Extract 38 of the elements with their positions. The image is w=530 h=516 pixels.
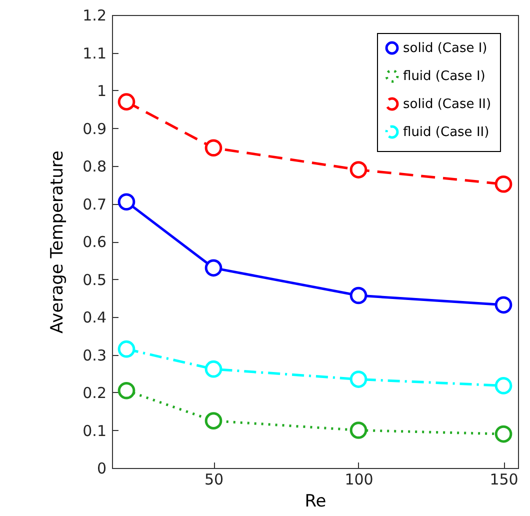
point <box>350 422 368 439</box>
point <box>494 425 512 443</box>
point <box>204 139 222 157</box>
point <box>118 340 136 358</box>
legend-label: fluid (Case I) <box>403 69 486 84</box>
y-axis-title: Average Temperature <box>48 150 68 334</box>
y-tick-label: 0.4 <box>82 308 106 326</box>
y-tick-label: 1.2 <box>82 6 106 24</box>
y-tick-label: 0.8 <box>82 158 106 176</box>
y-tick-label: 1.1 <box>82 44 106 62</box>
point <box>204 360 222 378</box>
y-tick-label: 0 <box>96 460 106 478</box>
legend-label: solid (Case I) <box>403 41 488 56</box>
x-tick-label: 50 <box>204 470 224 488</box>
point <box>204 412 222 430</box>
x-tick-label: 100 <box>344 470 374 488</box>
y-tick-label: 0.5 <box>82 270 106 289</box>
x-tick-label: 150 <box>490 470 518 488</box>
y-tick-label: 0.3 <box>82 346 106 364</box>
point <box>350 286 368 304</box>
x-axis-title: Re <box>304 492 326 512</box>
legend-label: fluid (Case II) <box>403 125 490 140</box>
point <box>494 175 512 193</box>
point <box>350 161 368 178</box>
legend-label: solid (Case II) <box>403 97 492 112</box>
y-tick-label: 0.2 <box>82 384 106 402</box>
y-tick-label: 0.9 <box>82 120 106 138</box>
y-tick-label: 1 <box>96 82 106 100</box>
point <box>494 377 512 394</box>
y-tick-label: 0.6 <box>82 233 106 251</box>
point <box>204 259 222 277</box>
y-tick-label: 0.1 <box>82 422 106 440</box>
point <box>350 370 368 388</box>
y-tick-label: 0.7 <box>82 195 106 214</box>
point <box>118 93 136 110</box>
point <box>118 382 136 400</box>
point <box>118 193 136 211</box>
point <box>494 296 512 314</box>
